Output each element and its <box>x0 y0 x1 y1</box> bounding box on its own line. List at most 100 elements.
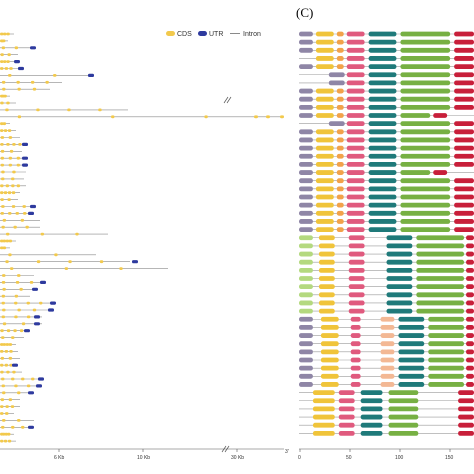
gene-cds-block <box>9 67 13 70</box>
gene-cds-block <box>7 129 12 132</box>
gene-cds-block <box>36 108 40 112</box>
gene-utr-block <box>40 280 46 284</box>
motif-block <box>416 276 465 281</box>
motif-block <box>380 341 395 347</box>
motif-block <box>299 349 313 355</box>
motif-block <box>320 325 339 330</box>
gene-cds-block <box>39 301 43 305</box>
motif-block <box>348 243 365 249</box>
motif-block <box>416 235 465 241</box>
gene-row <box>0 391 34 395</box>
motif-row <box>299 243 474 249</box>
motif-block <box>398 325 425 330</box>
gene-utr-block <box>22 142 28 146</box>
motif-axis-tick-label: 0 <box>298 455 301 461</box>
motif-block <box>299 357 313 363</box>
motif-row <box>299 104 474 110</box>
motif-block <box>346 170 365 175</box>
motif-block <box>315 104 334 110</box>
gene-utr-block <box>22 156 28 160</box>
motif-block <box>336 64 344 69</box>
gene-cds-block <box>26 315 31 319</box>
motif-block <box>454 202 474 208</box>
motif-block <box>386 243 413 249</box>
gene-cds-block <box>21 377 25 381</box>
gene-cds-block <box>8 156 13 160</box>
gene-cds-block <box>11 377 15 381</box>
gene-cds-block <box>0 246 4 250</box>
gene-row <box>0 129 16 132</box>
gene-cds-block <box>3 60 7 63</box>
gene-cds-block <box>2 239 7 243</box>
gene-cds-block <box>14 301 18 305</box>
motif-block <box>380 365 395 371</box>
gene-cds-block <box>6 370 10 374</box>
gene-row <box>0 32 14 36</box>
gene-row <box>0 149 22 153</box>
gene-cds-block <box>1 336 5 339</box>
motif-block <box>454 47 474 53</box>
gene-cds-block <box>36 260 41 264</box>
motif-block <box>336 145 344 151</box>
motif-block <box>400 31 451 37</box>
gene-cds-block <box>2 218 7 222</box>
motif-block <box>336 137 344 143</box>
gene-axis-tick-label: 10 Kb <box>137 455 150 461</box>
motif-block <box>315 170 334 175</box>
gene-row <box>0 363 18 367</box>
motif-block <box>320 333 339 338</box>
motif-row <box>299 357 474 363</box>
gene-utr-block <box>28 425 34 429</box>
motif-block <box>368 96 397 102</box>
gene-cds-block <box>5 412 9 415</box>
gene-cds-block <box>17 308 21 312</box>
motif-block <box>368 47 397 53</box>
motif-block <box>299 292 313 298</box>
gene-cds-block <box>0 343 4 346</box>
motif-row <box>299 88 474 94</box>
motif-block <box>350 316 361 322</box>
motif-block <box>368 31 397 37</box>
gene-cds-block <box>6 32 10 36</box>
motif-block <box>299 186 313 192</box>
motif-block <box>315 186 334 192</box>
motif-block <box>398 341 425 347</box>
motif-block <box>318 292 335 298</box>
motif-block <box>346 113 365 118</box>
motif-block <box>315 129 334 135</box>
gene-structure-panel <box>0 32 284 443</box>
motif-row <box>299 121 474 127</box>
motif-block <box>336 202 344 208</box>
gene-cds-block <box>10 405 15 408</box>
gene-cds-block <box>7 439 12 443</box>
motif-block <box>315 64 334 69</box>
motif-block <box>318 300 335 306</box>
motif-block <box>318 259 335 265</box>
gene-cds-block <box>1 205 5 208</box>
motif-block <box>454 31 474 37</box>
gene-cds-block <box>0 156 5 160</box>
motif-block <box>400 129 451 135</box>
gene-cds-block <box>1 46 6 50</box>
motif-block <box>466 259 474 265</box>
motif-block <box>348 235 365 241</box>
gene-cds-block <box>0 405 4 408</box>
gene-row <box>0 425 34 429</box>
gene-cds-block <box>1 315 6 319</box>
gene-row <box>0 198 18 201</box>
motif-block <box>454 80 474 86</box>
motif-block <box>398 373 425 379</box>
motif-axis-tick-label: 50 <box>346 455 352 461</box>
gene-cds-block <box>75 232 79 236</box>
motif-block <box>336 47 344 53</box>
gene-cds-block <box>0 239 4 243</box>
motif-block <box>400 64 451 69</box>
motif-block <box>466 284 474 290</box>
gene-cds-block <box>17 419 21 422</box>
gene-cds-block <box>14 294 19 298</box>
motif-block <box>380 316 395 322</box>
motif-block <box>315 56 334 61</box>
motif-block <box>368 104 397 110</box>
motif-row <box>299 276 474 281</box>
motif-block <box>315 227 334 232</box>
